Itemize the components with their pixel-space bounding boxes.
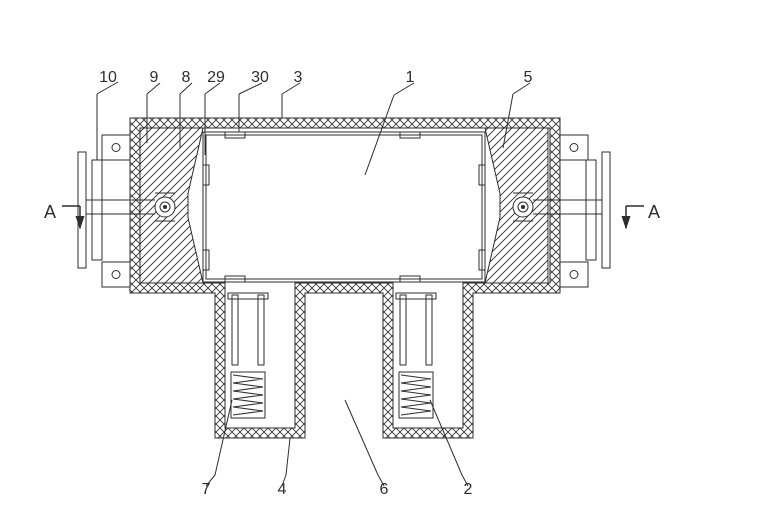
label-30: 30: [251, 70, 269, 86]
label-29: 29: [207, 70, 225, 86]
section-mark-right: A: [648, 203, 660, 221]
label-8: 8: [182, 70, 191, 86]
section-mark-left: A: [44, 203, 56, 221]
label-10: 10: [99, 70, 117, 86]
label-4: 4: [278, 482, 287, 498]
label-6: 6: [380, 482, 389, 498]
label-7: 7: [202, 482, 211, 498]
label-5: 5: [524, 70, 533, 86]
label-2: 2: [464, 482, 473, 498]
label-3: 3: [294, 70, 303, 86]
label-1: 1: [406, 70, 415, 86]
label-9: 9: [150, 70, 159, 86]
